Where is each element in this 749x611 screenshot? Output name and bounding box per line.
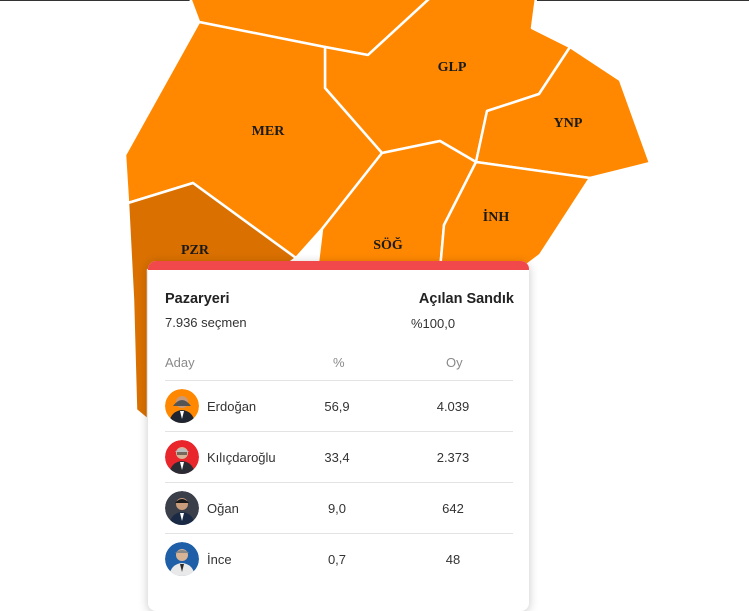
candidate-percent: 9,0 xyxy=(327,501,347,516)
opened-ballot-value: %100,0 xyxy=(411,316,456,331)
candidate-avatar xyxy=(165,440,199,474)
candidate-name: Oğan xyxy=(207,501,239,516)
candidate-row: Erdoğan 56,9 4.039 xyxy=(165,380,513,432)
candidate-percent: 56,9 xyxy=(324,399,350,414)
candidate-votes: 4.039 xyxy=(436,399,470,414)
candidate-name: İnce xyxy=(207,552,232,567)
district-map: GLP YNP MER SÖĞ İNH PZR xyxy=(123,0,652,422)
candidate-percent: 0,7 xyxy=(327,552,347,567)
header-votes: Oy xyxy=(446,355,463,370)
opened-ballot-title: Açılan Sandık xyxy=(418,291,514,307)
region-mer[interactable] xyxy=(123,20,384,260)
region-label-inh: İNH xyxy=(483,208,510,225)
region-label-glp: GLP xyxy=(438,60,467,75)
candidate-row: Oğan 9,0 642 xyxy=(165,482,513,534)
candidate-avatar xyxy=(165,491,199,525)
header-candidate: Aday xyxy=(165,355,195,370)
candidate-row: İnce 0,7 48 xyxy=(165,533,513,585)
district-result-popup: Pazaryeri 7.936 seçmen Açılan Sandık %10… xyxy=(148,261,529,611)
region-label-sog: SÖĞ xyxy=(373,236,403,253)
header-percent: % xyxy=(333,355,345,370)
candidate-votes: 2.373 xyxy=(436,450,470,465)
candidate-row: Kılıçdaroğlu 33,4 2.373 xyxy=(165,431,513,483)
region-label-ynp: YNP xyxy=(554,116,583,131)
candidate-percent: 33,4 xyxy=(324,450,350,465)
candidate-votes: 642 xyxy=(442,501,464,516)
person-portrait-icon xyxy=(165,440,199,474)
person-portrait-icon xyxy=(165,491,199,525)
candidate-name: Erdoğan xyxy=(207,399,257,414)
popup-accent-bar xyxy=(148,261,529,270)
person-portrait-icon xyxy=(165,389,199,423)
candidate-votes: 48 xyxy=(445,552,461,567)
candidate-name: Kılıçdaroğlu xyxy=(207,450,276,465)
district-name: Pazaryeri xyxy=(165,291,230,307)
person-portrait-icon xyxy=(165,542,199,576)
voter-count: 7.936 seçmen xyxy=(165,315,247,330)
candidate-avatar xyxy=(165,389,199,423)
region-label-mer: MER xyxy=(252,124,286,139)
region-label-pzr: PZR xyxy=(181,243,210,258)
candidate-avatar xyxy=(165,542,199,576)
